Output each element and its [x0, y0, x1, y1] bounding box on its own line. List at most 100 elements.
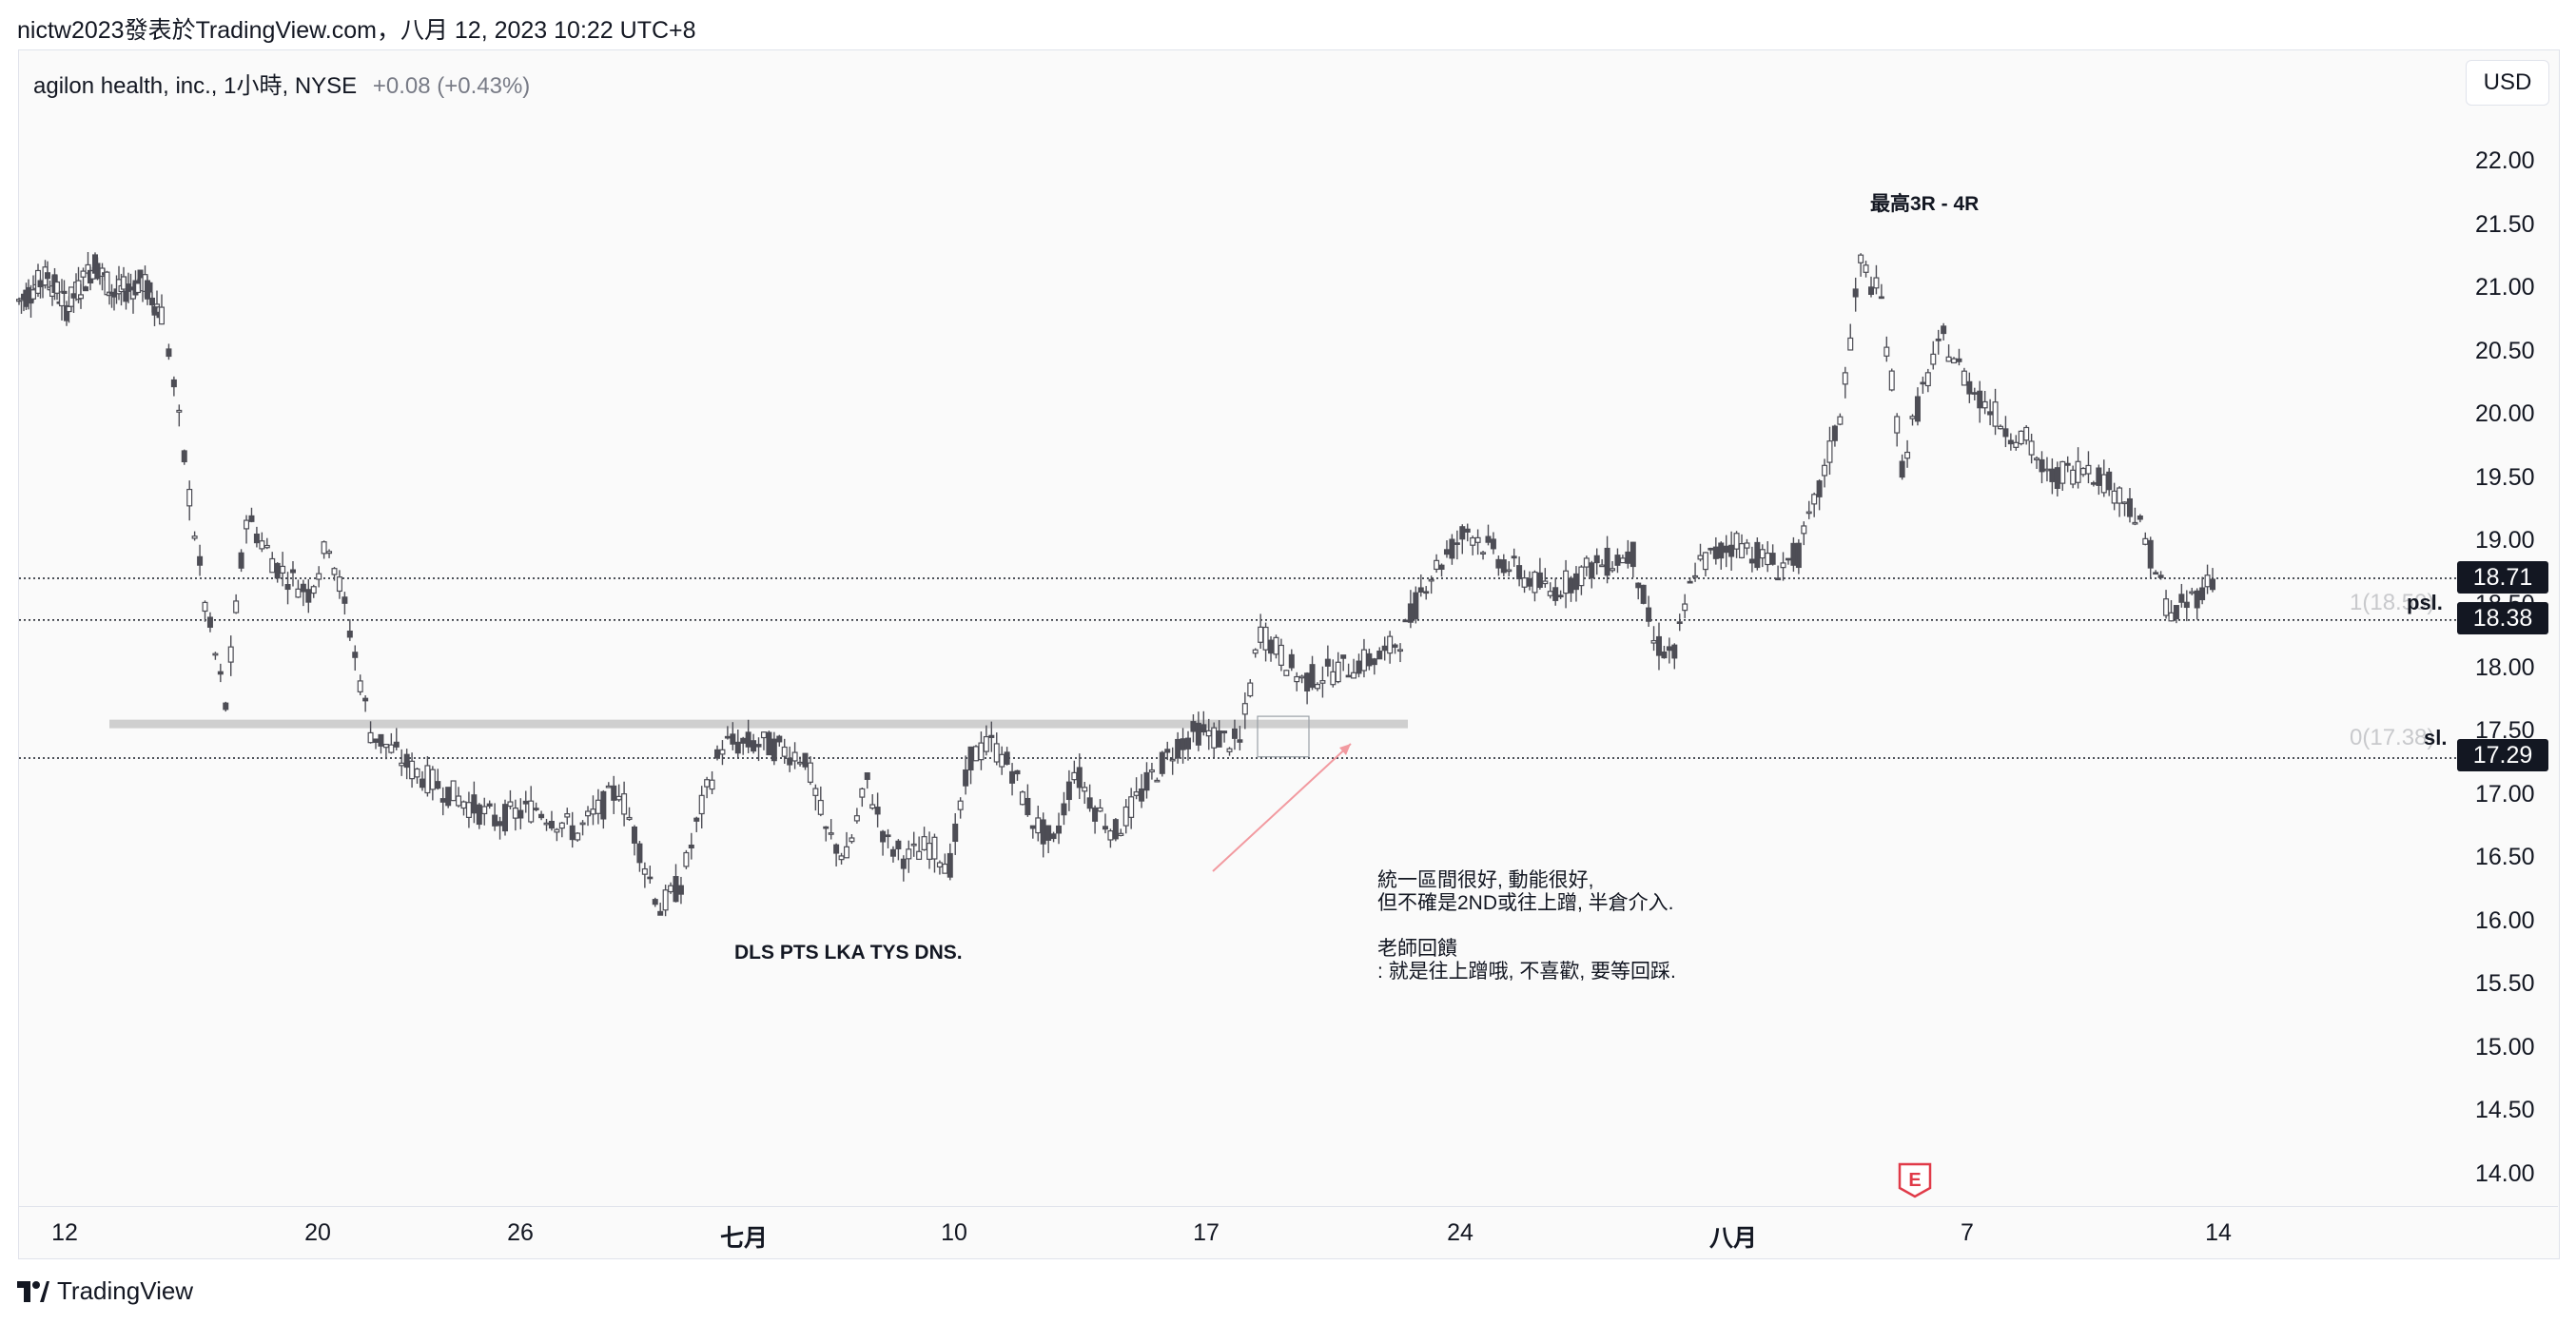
candle — [1065, 769, 1072, 811]
candle — [641, 862, 648, 888]
currency-button[interactable]: USD — [2466, 60, 2549, 106]
price-tick-label: 21.00 — [2475, 274, 2535, 302]
candle — [595, 789, 601, 825]
candle — [1082, 782, 1088, 805]
candle — [1795, 538, 1802, 574]
high-target-label[interactable]: 最高3R - 4R — [1870, 193, 1980, 215]
earnings-letter: E — [1908, 1170, 1921, 1191]
candle — [1195, 711, 1201, 751]
candle — [1128, 788, 1135, 829]
fib-psl-name: psl. — [2407, 591, 2443, 614]
candle — [1635, 582, 1642, 600]
candle — [1335, 652, 1341, 684]
candle — [1867, 276, 1874, 298]
earnings-icon[interactable]: E — [1897, 1161, 1933, 1199]
candle — [2023, 425, 2030, 445]
candle — [709, 770, 715, 795]
candle — [942, 853, 948, 874]
candle — [362, 695, 369, 712]
comment-note[interactable]: 統一區間很好, 動能很好, 但不確是2ND或往上蹭, 半倉介入. 老師回饋 : … — [1377, 869, 1676, 983]
candle — [419, 770, 425, 791]
candle — [2163, 590, 2170, 619]
candle — [1490, 532, 1496, 555]
candle — [1532, 570, 1538, 602]
candle — [859, 787, 866, 808]
candle — [1748, 546, 1755, 573]
candle — [1392, 643, 1398, 654]
candle — [1314, 682, 1320, 691]
candle — [1785, 557, 1791, 565]
candle — [698, 786, 705, 828]
candle — [730, 722, 736, 750]
candle — [734, 730, 741, 758]
candle — [1480, 551, 1487, 560]
candle — [1822, 458, 1828, 488]
price-tick-label: 15.00 — [2475, 1033, 2535, 1061]
dls-note-label[interactable]: DLS PTS LKA TYS DNS. — [734, 942, 963, 964]
candle — [927, 831, 933, 869]
candle — [1184, 730, 1191, 761]
candle — [1268, 635, 1275, 662]
candle — [849, 834, 855, 845]
time-axis[interactable] — [18, 1206, 2558, 1258]
candle — [1356, 653, 1362, 678]
candle — [259, 532, 265, 553]
candle — [1516, 556, 1523, 587]
candle — [342, 592, 348, 615]
candle — [1930, 341, 1937, 370]
footer-logo[interactable]: TradingView — [17, 1276, 193, 1306]
candle — [512, 799, 518, 831]
candle — [1360, 638, 1367, 678]
time-tick-label: 24 — [1447, 1219, 1473, 1246]
candle — [217, 663, 224, 683]
candle — [1340, 654, 1347, 672]
candle — [1578, 565, 1585, 595]
candle — [284, 572, 291, 605]
candle — [1459, 524, 1466, 555]
candle — [170, 376, 177, 397]
candle — [238, 549, 244, 573]
candle — [1148, 762, 1155, 780]
candle — [501, 799, 508, 836]
candle — [1464, 523, 1471, 542]
candle — [1682, 594, 1688, 619]
candle — [115, 265, 122, 301]
candle — [456, 787, 462, 808]
candle — [1640, 584, 1647, 605]
candle — [1205, 718, 1212, 750]
candle — [151, 305, 158, 326]
candle — [77, 283, 84, 309]
candle — [1122, 799, 1129, 834]
candle — [110, 292, 117, 311]
candle — [714, 745, 721, 761]
candle — [1449, 534, 1455, 565]
candle — [864, 772, 870, 789]
candle — [967, 746, 974, 785]
candle — [1004, 747, 1010, 766]
candle — [316, 566, 322, 588]
candle — [1258, 613, 1264, 650]
candle — [791, 742, 798, 769]
candle — [186, 480, 193, 521]
candle — [326, 549, 333, 558]
candle — [652, 897, 658, 907]
candle — [1387, 631, 1394, 664]
candle — [880, 829, 887, 856]
candle — [636, 840, 643, 872]
candle — [1262, 622, 1269, 662]
candle — [2117, 486, 2123, 517]
candle — [1557, 590, 1564, 599]
candle — [575, 832, 581, 842]
candle — [1754, 537, 1761, 571]
candle — [1112, 818, 1119, 842]
symbol-name[interactable]: agilon health, inc., 1小時, NYSE — [33, 73, 358, 99]
last-price-badge: 18.71 — [2457, 561, 2548, 594]
candle — [1278, 638, 1284, 672]
candle — [2204, 564, 2211, 594]
candle — [1775, 565, 1782, 581]
candle — [44, 261, 50, 289]
candle — [1951, 357, 1958, 364]
candle — [869, 794, 876, 810]
candle — [781, 738, 788, 764]
